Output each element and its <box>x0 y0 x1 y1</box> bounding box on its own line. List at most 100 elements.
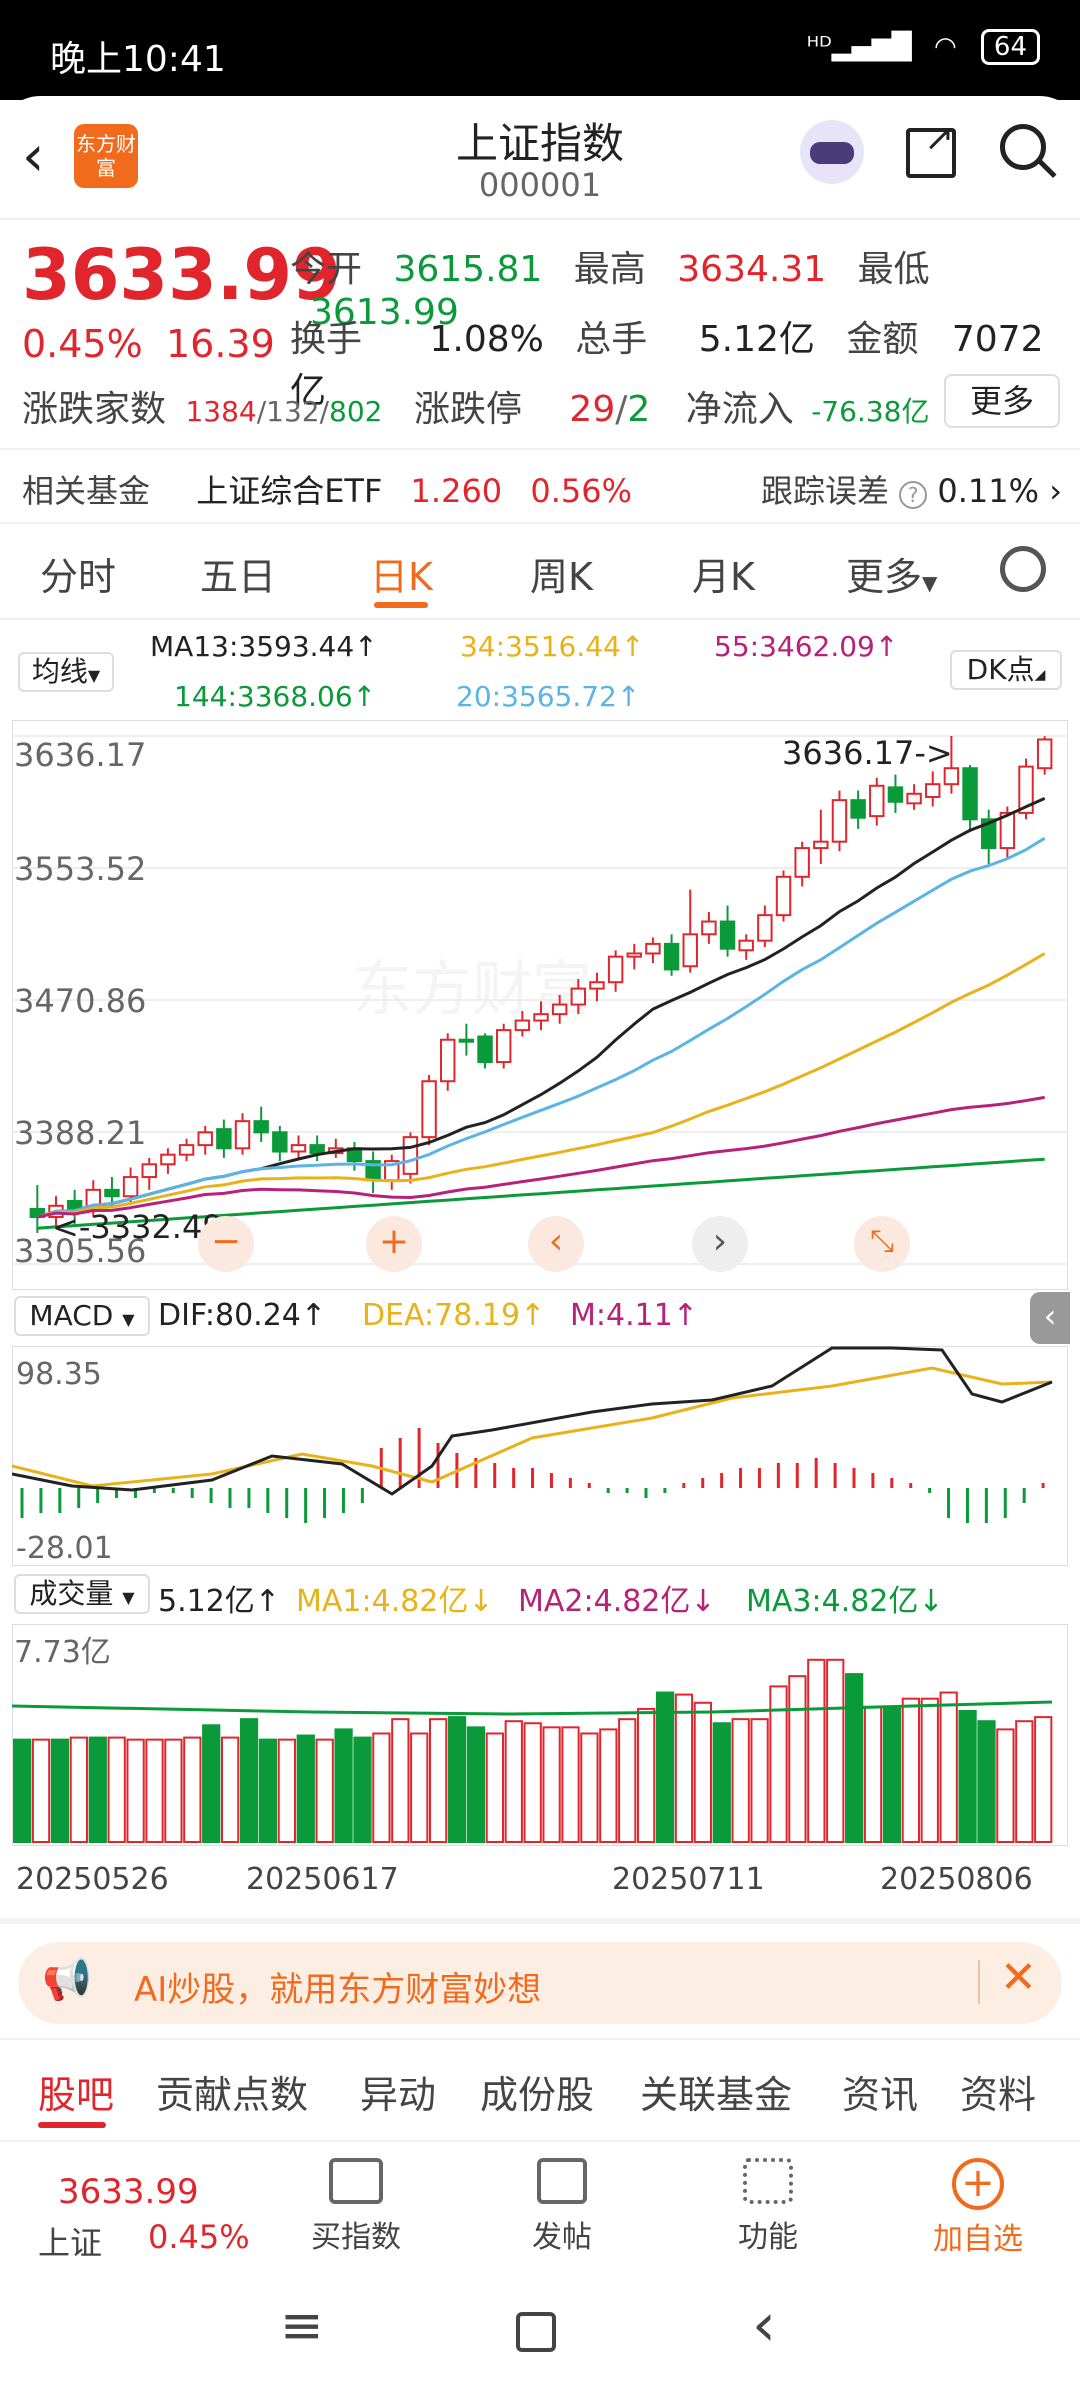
tab-guba[interactable]: 股吧 <box>38 2073 115 2117</box>
volume-selector-label: 成交量 <box>29 1577 114 1610</box>
candle-body <box>607 955 624 984</box>
home-icon[interactable] <box>516 2312 556 2352</box>
candle-body <box>794 847 810 878</box>
ma-selector[interactable]: 均线▼ <box>18 652 114 692</box>
date-label: 20250806 <box>880 1862 1033 1897</box>
tab-news[interactable]: 资讯 <box>842 2073 919 2117</box>
tab-daily-k[interactable]: 日K <box>370 555 433 599</box>
tab-weekly-k[interactable]: 周K <box>530 555 593 599</box>
volume-bar <box>296 1734 315 1843</box>
function-button[interactable]: 功能 <box>718 2158 818 2256</box>
tab-constituents[interactable]: 成份股 <box>480 2073 595 2117</box>
add-watchlist-button[interactable]: + 加自选 <box>918 2158 1038 2258</box>
help-icon[interactable]: ? <box>899 481 928 509</box>
candle-body <box>216 1128 232 1150</box>
scroll-left-button[interactable]: ‹ <box>528 1216 584 1272</box>
megaphone-icon: 📢 <box>42 1957 92 2003</box>
volume-bar <box>391 1718 410 1843</box>
bottom-pct: 0.45% <box>148 2218 250 2256</box>
ma34-line <box>36 952 1046 1219</box>
collapse-panel-button[interactable]: ‹ <box>1030 1292 1070 1344</box>
quote-row-2: 换手 1.08% 总手 5.12亿 金额 7072亿 <box>290 310 1070 414</box>
inflow-value: -76.38亿 <box>811 395 930 428</box>
candle-body <box>477 1035 493 1064</box>
buy-index-button[interactable]: 买指数 <box>300 2158 412 2256</box>
fund-row[interactable]: 相关基金 上证综合ETF 1.260 0.56% <box>22 466 632 512</box>
tab-intraday[interactable]: 分时 <box>40 555 117 599</box>
post-button[interactable]: 发帖 <box>512 2158 612 2256</box>
volume-ma3: MA3:4.82亿↓ <box>746 1584 944 1619</box>
volume-bar <box>183 1736 202 1843</box>
tab-profile[interactable]: 资料 <box>960 2073 1037 2117</box>
search-icon[interactable] <box>1000 124 1046 170</box>
volume-selector[interactable]: 成交量 ▼ <box>14 1574 150 1614</box>
zoom-out-button[interactable]: − <box>198 1216 254 1272</box>
volume-bar <box>901 1697 920 1843</box>
volume-bar <box>315 1738 334 1843</box>
volume-bar <box>88 1736 107 1843</box>
candle-body <box>645 942 661 955</box>
candle-body <box>1018 765 1034 814</box>
close-icon[interactable]: ✕ <box>1000 1952 1037 2003</box>
volume-label: 总手 <box>575 319 648 360</box>
low-value: 3613.99 <box>310 292 459 333</box>
back-icon[interactable]: ‹ <box>22 124 45 189</box>
tab-abnormal[interactable]: 异动 <box>360 2073 437 2117</box>
candle-body <box>738 939 754 952</box>
volume-bar <box>410 1732 429 1843</box>
breadth-label: 涨跌家数 <box>22 389 167 430</box>
candle-body <box>160 1153 176 1166</box>
volume-chart[interactable]: 7.73亿 <box>11 1623 1069 1847</box>
tracking-error[interactable]: 跟踪误差 ? 0.11% › <box>761 466 1062 512</box>
zoom-in-button[interactable]: + <box>366 1216 422 1272</box>
share-icon[interactable]: ↗ <box>906 118 956 178</box>
volume-bar <box>826 1658 845 1843</box>
tab-five-day[interactable]: 五日 <box>200 555 277 599</box>
tab-more[interactable]: 更多▼ <box>846 546 937 601</box>
ma13-value: MA13:3593.44↑ <box>150 630 378 663</box>
macd-svg: 98.35 -28.01 <box>11 1345 1069 1567</box>
settings-gear-icon[interactable] <box>1000 546 1046 592</box>
candle-body <box>197 1131 213 1147</box>
fund-name[interactable]: 上证综合ETF <box>196 472 383 510</box>
macd-chart[interactable]: 98.35 -28.01 <box>11 1345 1069 1567</box>
back-nav-icon[interactable]: ‹ <box>752 2290 776 2360</box>
tab-contribution[interactable]: 贡献点数 <box>156 2073 309 2117</box>
macd-m: M:4.11↑ <box>570 1298 698 1333</box>
caret-down-icon: ▼ <box>922 571 938 595</box>
candle-body <box>831 799 848 843</box>
bottom-name: 上证 <box>38 2224 103 2262</box>
ai-robot-icon[interactable] <box>800 120 864 184</box>
volume-bar <box>788 1675 807 1844</box>
ai-promo-banner[interactable]: 📢 AI炒股，就用东方财富妙想 ✕ <box>18 1942 1062 2024</box>
kline-chart[interactable]: 东方财富 3636.17 3553.52 3470.86 3388.21 3305.56… <box>11 719 1069 1291</box>
kline-svg[interactable]: 东方财富 3636.173553.523470.863388.213305.56… <box>11 719 1069 1291</box>
date-label: 20250526 <box>16 1862 169 1897</box>
volume-bar <box>258 1738 278 1843</box>
menu-icon[interactable]: ≡ <box>280 2296 324 2356</box>
ma20-value: 20:3565.72↑ <box>456 680 641 713</box>
macd-selector[interactable]: MACD ▼ <box>14 1296 150 1336</box>
volume-ma2: MA2:4.82亿↓ <box>518 1584 716 1619</box>
volume-bar <box>221 1736 240 1843</box>
candle-body <box>925 783 941 798</box>
volume-bar <box>769 1685 788 1843</box>
volume-bar <box>674 1693 694 1843</box>
candle-body <box>1036 738 1053 770</box>
scroll-right-button[interactable]: › <box>692 1216 748 1272</box>
macd-dea: DEA:78.19↑ <box>362 1298 546 1333</box>
tab-related-funds[interactable]: 关联基金 <box>640 2073 793 2117</box>
candle-body <box>421 1080 437 1139</box>
volume-bar <box>580 1732 599 1843</box>
fullscreen-expand-icon[interactable]: ⤡ <box>854 1216 910 1272</box>
volume-bar <box>655 1691 675 1844</box>
dk-point-button[interactable]: DK点◢ <box>950 650 1062 690</box>
tab-monthly-k[interactable]: 月K <box>692 555 755 599</box>
more-button[interactable]: 更多 <box>944 374 1060 428</box>
volume-bar <box>1034 1716 1053 1843</box>
volume-bar <box>504 1720 523 1843</box>
candle-body <box>253 1120 269 1134</box>
edit-icon <box>537 2158 587 2204</box>
y-tick-label: 3470.86 <box>14 982 146 1020</box>
tracking-error-value: 0.11% <box>937 472 1040 510</box>
